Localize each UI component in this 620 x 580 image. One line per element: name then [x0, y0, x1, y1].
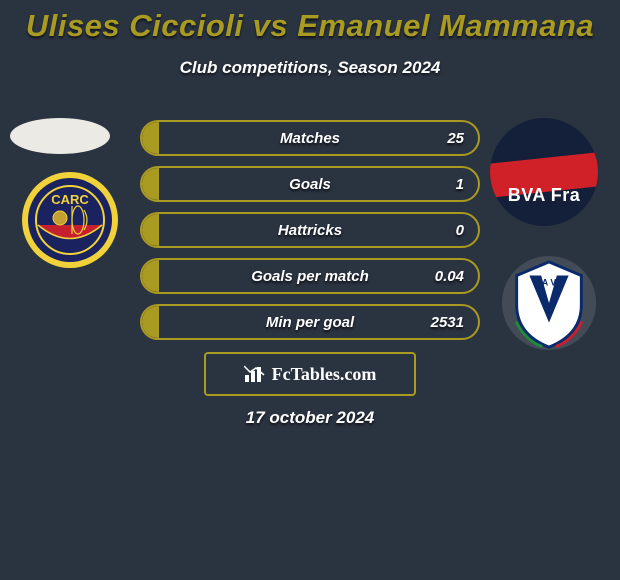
player-left-avatar	[10, 118, 110, 154]
stat-row: Min per goal 2531	[140, 304, 480, 340]
footer-date: 17 october 2024	[0, 408, 620, 428]
stat-value: 2531	[431, 314, 464, 331]
svg-text:CARC: CARC	[51, 192, 89, 207]
stat-fill	[142, 260, 159, 292]
stat-row: Goals per match 0.04	[140, 258, 480, 294]
club-left-badge: CARC	[20, 170, 120, 270]
stat-label: Min per goal	[266, 314, 354, 331]
stat-row: Goals 1	[140, 166, 480, 202]
player-right-avatar: BVA Fra	[490, 118, 598, 226]
stat-label: Hattricks	[278, 222, 342, 239]
svg-text:C A V S: C A V S	[533, 277, 564, 287]
stat-label: Matches	[280, 130, 340, 147]
stat-fill	[142, 168, 159, 200]
carc-badge-icon: CARC	[20, 170, 120, 270]
velez-badge-icon: C A V S	[500, 254, 598, 352]
stat-value: 1	[456, 176, 464, 193]
stat-value: 0	[456, 222, 464, 239]
stat-fill	[142, 306, 159, 338]
stat-fill	[142, 214, 159, 246]
stat-row: Hattricks 0	[140, 212, 480, 248]
club-right-badge: C A V S	[500, 254, 598, 352]
stat-fill	[142, 122, 159, 154]
jersey-sponsor-text: BVA Fra	[490, 164, 598, 226]
page-subtitle: Club competitions, Season 2024	[0, 58, 620, 78]
stat-label: Goals	[289, 176, 331, 193]
stat-label: Goals per match	[251, 268, 369, 285]
stat-row: Matches 25	[140, 120, 480, 156]
comparison-card: Ulises Ciccioli vs Emanuel Mammana Club …	[0, 0, 620, 580]
page-title: Ulises Ciccioli vs Emanuel Mammana	[0, 0, 620, 44]
stat-value: 25	[447, 130, 464, 147]
bar-chart-icon	[244, 365, 266, 383]
branding-text: FcTables.com	[272, 364, 377, 385]
stats-panel: Matches 25 Goals 1 Hattricks 0 Goals per match…	[140, 120, 480, 350]
branding-box[interactable]: FcTables.com	[204, 352, 416, 396]
stat-value: 0.04	[435, 268, 464, 285]
